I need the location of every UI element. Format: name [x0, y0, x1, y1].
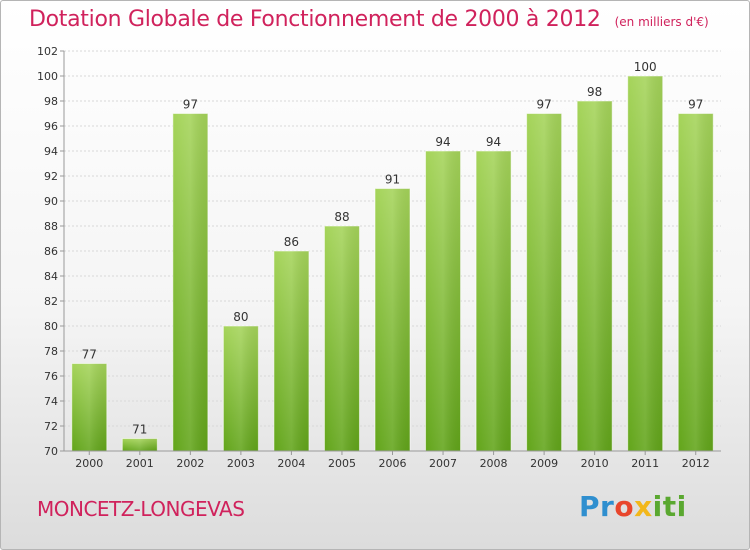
bar-2010[interactable]	[576, 100, 613, 452]
x-tick-label-2007: 2007	[429, 457, 457, 470]
x-tick-label-2006: 2006	[379, 457, 407, 470]
y-tick-label: 80	[44, 320, 58, 333]
y-tick-label: 90	[44, 195, 58, 208]
bar-2001[interactable]	[121, 438, 158, 452]
x-tick-label-2012: 2012	[682, 457, 710, 470]
x-tick-label-2010: 2010	[581, 457, 609, 470]
logo-letter: o	[614, 490, 635, 523]
value-label-2010: 98	[587, 85, 602, 99]
y-tick-label: 82	[44, 295, 58, 308]
y-tick-label: 70	[44, 445, 58, 458]
value-label-2004: 86	[284, 235, 299, 249]
y-tick-label: 100	[37, 70, 58, 83]
y-tick-label: 72	[44, 420, 58, 433]
town-name: MONCETZ-LONGEVAS	[37, 497, 245, 521]
x-tick-label-2000: 2000	[75, 457, 103, 470]
value-label-2011: 100	[634, 60, 657, 74]
y-tick-label: 76	[44, 370, 58, 383]
value-label-2003: 80	[233, 310, 248, 324]
logo-letter: P	[579, 490, 601, 523]
y-tick-label: 86	[44, 245, 58, 258]
bar-2011[interactable]	[627, 75, 664, 452]
x-tick-label-2004: 2004	[277, 457, 305, 470]
y-tick-label: 88	[44, 220, 58, 233]
bar-2006[interactable]	[374, 188, 411, 452]
logo-letter: i	[676, 490, 687, 523]
x-tick-label-2002: 2002	[176, 457, 204, 470]
value-label-2001: 71	[132, 423, 147, 437]
value-label-2007: 94	[435, 135, 450, 149]
y-tick-label: 98	[44, 95, 58, 108]
x-tick-label-2008: 2008	[480, 457, 508, 470]
chart-subtitle: (en milliers d'€)	[614, 15, 709, 29]
value-label-2006: 91	[385, 173, 400, 187]
x-tick-label-2005: 2005	[328, 457, 356, 470]
logo-letter: t	[662, 490, 677, 523]
value-label-2005: 88	[334, 210, 349, 224]
axes: 70 72 74 76 78 80 82 84 86 88 90 92 94 96 98 100 102 2000…	[37, 45, 721, 470]
bar-2002[interactable]	[172, 113, 209, 452]
x-tick-label-2011: 2011	[631, 457, 659, 470]
y-tick-label: 74	[44, 395, 58, 408]
bar-2012[interactable]	[677, 113, 714, 452]
y-tick-label: 92	[44, 170, 58, 183]
bar-2008[interactable]	[475, 150, 512, 452]
x-tick-label-2009: 2009	[530, 457, 558, 470]
bars	[71, 75, 714, 452]
x-tick-label-2003: 2003	[227, 457, 255, 470]
y-tick-label: 102	[37, 45, 58, 58]
x-tick-label-2001: 2001	[126, 457, 154, 470]
y-tick-label: 78	[44, 345, 58, 358]
title-row: Dotation Globale de Fonctionnement de 20…	[29, 7, 709, 32]
bar-2007[interactable]	[425, 150, 462, 452]
bar-2009[interactable]	[526, 113, 563, 452]
logo-letter: x	[634, 490, 653, 523]
value-label-2008: 94	[486, 135, 501, 149]
value-label-2000: 77	[82, 348, 97, 362]
value-label-2009: 97	[536, 98, 551, 112]
value-label-2002: 97	[183, 98, 198, 112]
bar-2000[interactable]	[71, 363, 108, 452]
chart-title: Dotation Globale de Fonctionnement de 20…	[29, 7, 601, 32]
proxiti-logo[interactable]: Proxiti	[579, 490, 687, 523]
bar-2003[interactable]	[222, 325, 259, 452]
value-label-2012: 97	[688, 98, 703, 112]
y-tick-label: 96	[44, 120, 58, 133]
bar-2005[interactable]	[323, 225, 360, 452]
logo-letter: r	[600, 490, 615, 523]
value-labels: 77 71 97 80 86 88 91 94 94 97 98 100 97	[82, 60, 704, 437]
logo-letter: i	[652, 490, 663, 523]
bar-2004[interactable]	[273, 250, 310, 452]
y-tick-label: 94	[44, 145, 58, 158]
y-tick-label: 84	[44, 270, 58, 283]
